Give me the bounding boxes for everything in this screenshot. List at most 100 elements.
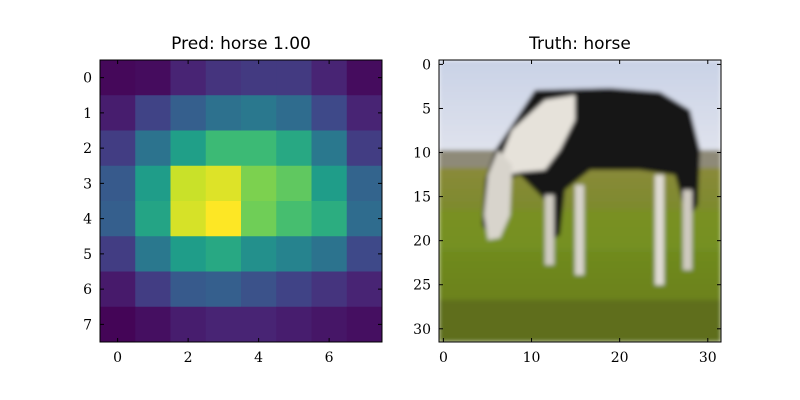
heatmap-cell: [135, 271, 171, 308]
heatmap-cell: [170, 271, 207, 308]
truth-image: [439, 60, 721, 342]
heatmap-cell: [241, 306, 277, 343]
heatmap-cell: [170, 130, 207, 167]
heatmap-ytick-label: 3: [83, 176, 92, 192]
heatmap-cell: [170, 95, 207, 131]
heatmap-cell: [241, 236, 277, 272]
heatmap-cell: [135, 201, 171, 237]
heatmap-cell: [100, 306, 136, 343]
horse-leg-front: [545, 195, 554, 265]
heatmap-cell: [135, 236, 171, 272]
heatmap-ytick-label: 4: [83, 212, 92, 228]
heatmap-cell: [135, 130, 171, 167]
heatmap-cell: [276, 165, 312, 202]
heatmap-cell: [100, 60, 136, 96]
heatmap-cell: [241, 271, 277, 308]
heatmap-cell: [135, 306, 171, 343]
horse-leg-back: [655, 175, 664, 285]
heatmap-title: Pred: horse 1.00: [171, 34, 311, 54]
heatmap-xtick-label: 4: [254, 350, 263, 366]
heatmap-cell: [346, 95, 383, 131]
heatmap-cell: [276, 201, 312, 237]
image-title: Truth: horse: [529, 34, 631, 54]
heatmap-frame: [99, 59, 383, 343]
heatmap-ytick-label: 5: [83, 247, 92, 263]
heatmap-cell: [276, 60, 312, 96]
heatmap-xtick-label: 2: [184, 350, 193, 366]
heatmap-cell: [346, 130, 383, 167]
image-ytick-label: 30: [413, 322, 431, 338]
heatmap-cell: [276, 236, 312, 272]
heatmap-cell: [170, 236, 207, 272]
heatmap-cell: [346, 271, 383, 308]
heatmap-cell: [170, 165, 207, 202]
heatmap-cell: [241, 60, 277, 96]
heatmap-cell: [311, 201, 348, 237]
horse-white-patch: [500, 95, 575, 175]
heatmap-cell: [311, 60, 348, 96]
heatmap-cell: [346, 165, 383, 202]
image-xtick-label: 0: [439, 350, 448, 366]
heatmap-cell: [170, 60, 207, 96]
heatmap-cell: [135, 95, 171, 131]
heatmap-cell: [276, 306, 312, 343]
image-xtick-label: 10: [523, 350, 541, 366]
heatmap-cell: [170, 201, 207, 237]
heatmap-cell: [241, 165, 277, 202]
heatmap-cell: [311, 271, 348, 308]
heatmap-cell: [135, 165, 171, 202]
heatmap-cell: [346, 201, 383, 237]
heatmap-cell: [100, 271, 136, 308]
heatmap-axes: 0 2 4 6 0 1 2 3 4 5 6 7: [83, 60, 382, 366]
heatmap-cell: [241, 201, 277, 237]
heatmap-grid: [100, 60, 383, 343]
heatmap-cell: [205, 236, 242, 272]
heatmap-xtick-label: 6: [325, 350, 334, 366]
heatmap-cell: [346, 306, 383, 343]
heatmap-ytick-label: 0: [83, 71, 92, 87]
heatmap-cell: [311, 165, 348, 202]
heatmap-cell: [100, 95, 136, 131]
horse-leg-back-2: [683, 190, 692, 270]
heatmap-cell: [205, 130, 242, 167]
image-ytick-label: 25: [413, 278, 431, 294]
image-xtick-label: 30: [699, 350, 717, 366]
heatmap-cell: [311, 236, 348, 272]
image-xtick-label: 20: [611, 350, 629, 366]
heatmap-cell: [100, 236, 136, 272]
image-axes: 0 10 20 30 0 5 10 15 20 25 30: [413, 57, 721, 366]
horse-head: [484, 150, 512, 240]
heatmap-cell: [205, 165, 242, 202]
image-ytick-label: 0: [422, 57, 431, 73]
heatmap-cell: [276, 271, 312, 308]
heatmap-cell: [205, 60, 242, 96]
image-ytick-label: 5: [422, 101, 431, 117]
heatmap-cell: [311, 130, 348, 167]
image-ytick-label: 20: [413, 234, 431, 250]
heatmap-cell: [100, 165, 136, 202]
heatmap-ytick-label: 6: [83, 282, 92, 298]
heatmap-cell: [205, 306, 242, 343]
heatmap-ytick-label: 2: [83, 141, 92, 157]
grass-dark-band: [439, 300, 721, 342]
image-ytick-label: 10: [413, 146, 431, 162]
heatmap-cell: [205, 271, 242, 308]
image-frame: [438, 59, 722, 343]
heatmap-cell: [241, 130, 277, 167]
heatmap-cell: [205, 201, 242, 237]
heatmap-cell: [170, 306, 207, 343]
heatmap-cell: [276, 130, 312, 167]
heatmap-cell: [100, 201, 136, 237]
heatmap-cell: [205, 95, 242, 131]
horse-leg-front-2: [575, 185, 584, 275]
heatmap-cell: [311, 306, 348, 343]
heatmap-cell: [346, 60, 383, 96]
heatmap-cell: [276, 95, 312, 131]
heatmap-cell: [241, 95, 277, 131]
heatmap-ytick-label: 1: [83, 106, 92, 122]
image-ytick-label: 15: [413, 190, 431, 206]
heatmap-cell: [311, 95, 348, 131]
heatmap-cell: [100, 130, 136, 167]
heatmap-xtick-label: 0: [113, 350, 122, 366]
